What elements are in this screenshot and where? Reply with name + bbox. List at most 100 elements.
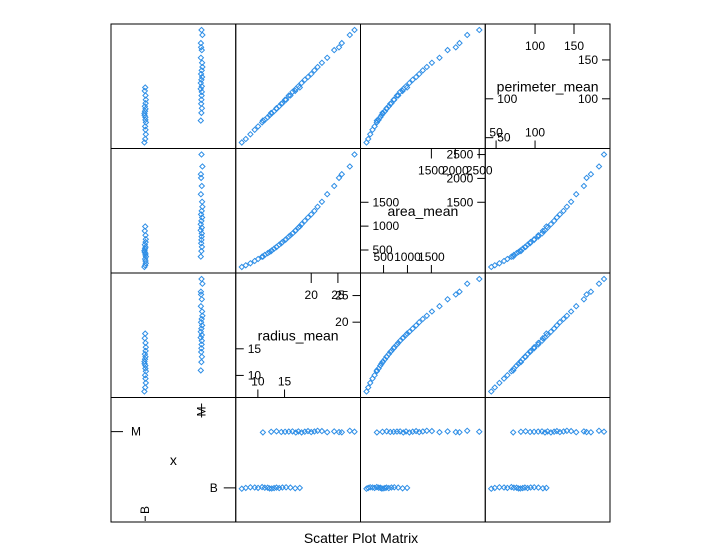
- point-radius_mean-x-24: [289, 428, 296, 435]
- point-perimeter_mean-x-15: [535, 484, 542, 491]
- point-x-area_mean-15: [142, 231, 149, 239]
- point-radius_mean-x-38: [346, 427, 354, 435]
- point-perimeter_mean-x-34: [572, 428, 580, 436]
- point-radius_mean-perimeter_mean-2: [247, 130, 254, 138]
- point-x-perimeter_mean-4: [141, 123, 149, 130]
- point-radius_mean-area_mean-18: [259, 253, 267, 260]
- point-x-perimeter_mean-15: [142, 92, 149, 99]
- point-x-radius_mean-21: [197, 348, 205, 356]
- point-area_mean-perimeter_mean-29: [412, 73, 420, 81]
- tick-area_mean-right-1500: 1500: [447, 195, 474, 209]
- tick-x-row-M: M: [131, 425, 141, 439]
- point-area_mean-perimeter_mean-6: [375, 116, 382, 124]
- point-perimeter_mean-radius_mean-39: [600, 275, 608, 283]
- point-radius_mean-perimeter_mean-28: [301, 76, 309, 84]
- point-perimeter_mean-x-33: [567, 427, 575, 435]
- point-x-area_mean-35: [198, 182, 206, 190]
- point-perimeter_mean-area_mean-22: [530, 236, 538, 244]
- point-radius_mean-area_mean-31: [311, 207, 318, 215]
- point-perimeter_mean-x-14: [530, 483, 538, 491]
- point-radius_mean-area_mean-39: [351, 151, 358, 158]
- point-area_mean-perimeter_mean-1: [364, 135, 372, 143]
- panel-area_mean-vs-perimeter_mean: [360, 23, 486, 149]
- point-radius_mean-x-12: [275, 484, 283, 492]
- point-perimeter_mean-area_mean-20: [522, 243, 529, 251]
- point-radius_mean-perimeter_mean-14: [282, 96, 290, 104]
- point-x-radius_mean-16: [141, 334, 149, 342]
- point-area_mean-perimeter_mean-28: [409, 76, 417, 84]
- point-radius_mean-x-39: [351, 428, 358, 436]
- point-x-perimeter_mean-0: [141, 139, 148, 146]
- diag-label-area_mean: area_mean: [387, 203, 458, 219]
- point-x-area_mean-18: [197, 253, 205, 260]
- point-perimeter_mean-area_mean-7: [513, 249, 520, 257]
- point-perimeter_mean-area_mean-27: [547, 220, 555, 228]
- point-radius_mean-x-7: [264, 484, 272, 492]
- point-radius_mean-perimeter_mean-18: [259, 117, 267, 124]
- point-radius_mean-perimeter_mean-24: [289, 88, 296, 96]
- point-radius_mean-x-10: [270, 484, 278, 492]
- point-perimeter_mean-radius_mean-30: [556, 318, 564, 326]
- point-x-radius_mean-1: [141, 384, 149, 391]
- point-x-perimeter_mean-33: [198, 59, 206, 67]
- tick-radius_mean-bottom-10: 10: [251, 375, 265, 389]
- point-radius_mean-perimeter_mean-19: [267, 109, 275, 117]
- point-area_mean-radius_mean-38: [463, 280, 471, 288]
- point-x-radius_mean-12: [141, 350, 149, 358]
- point-perimeter_mean-area_mean-6: [510, 251, 518, 259]
- point-radius_mean-x-2: [247, 483, 254, 491]
- tick-radius_mean-left-15: 15: [248, 342, 262, 356]
- point-area_mean-radius_mean-2: [366, 379, 374, 387]
- point-radius_mean-area_mean-26: [295, 224, 302, 231]
- point-x-area_mean-16: [141, 227, 149, 235]
- point-radius_mean-perimeter_mean-31: [311, 67, 318, 74]
- point-perimeter_mean-x-32: [563, 427, 571, 435]
- point-x-radius_mean-38: [199, 280, 206, 288]
- point-radius_mean-area_mean-8: [266, 248, 273, 256]
- point-area_mean-x-17: [403, 484, 411, 492]
- point-x-area_mean-36: [197, 174, 205, 182]
- point-radius_mean-area_mean-38: [346, 163, 354, 170]
- point-perimeter_mean-x-0: [487, 485, 495, 493]
- point-perimeter_mean-radius_mean-22: [530, 344, 538, 352]
- point-perimeter_mean-radius_mean-18: [509, 367, 517, 374]
- point-radius_mean-x-37: [338, 428, 346, 436]
- point-radius_mean-area_mean-1: [242, 261, 250, 269]
- point-perimeter_mean-radius_mean-14: [530, 343, 538, 351]
- point-radius_mean-x-29: [304, 427, 312, 435]
- point-perimeter_mean-area_mean-8: [515, 248, 522, 256]
- point-perimeter_mean-area_mean-30: [556, 211, 564, 218]
- point-x-perimeter_mean-14: [142, 96, 150, 104]
- point-radius_mean-area_mean-33: [318, 198, 326, 206]
- tick-perimeter_mean-right-100: 100: [578, 92, 598, 106]
- tick-area_mean-top-2000: 2000: [442, 164, 469, 178]
- point-area_mean-perimeter_mean-7: [376, 113, 384, 121]
- point-perimeter_mean-area_mean-28: [550, 217, 558, 225]
- point-radius_mean-area_mean-36: [335, 174, 343, 182]
- point-x-radius_mean-23: [198, 341, 205, 348]
- point-radius_mean-area_mean-35: [330, 182, 338, 190]
- point-radius_mean-x-28: [301, 428, 309, 436]
- point-perimeter_mean-area_mean-21: [526, 239, 534, 247]
- tick-perimeter_mean-top-150: 150: [564, 39, 584, 53]
- point-perimeter_mean-x-19: [517, 428, 525, 436]
- point-area_mean-x-27: [406, 429, 413, 436]
- point-perimeter_mean-radius_mean-26: [544, 331, 551, 339]
- point-perimeter_mean-radius_mean-33: [567, 308, 575, 315]
- point-perimeter_mean-radius_mean-27: [547, 328, 555, 336]
- point-radius_mean-perimeter_mean-1: [242, 135, 250, 143]
- point-x-area_mean-19: [198, 247, 205, 255]
- point-area_mean-x-20: [383, 427, 391, 435]
- point-area_mean-radius_mean-21: [386, 348, 394, 356]
- chart-title: Scatter Plot Matrix: [304, 530, 418, 546]
- point-area_mean-radius_mean-34: [436, 302, 443, 310]
- point-area_mean-perimeter_mean-4: [371, 123, 378, 130]
- point-radius_mean-perimeter_mean-37: [338, 39, 346, 47]
- point-x-radius_mean-34: [197, 302, 205, 310]
- point-area_mean-radius_mean-32: [423, 312, 431, 320]
- point-x-perimeter_mean-27: [197, 79, 205, 87]
- point-x-perimeter_mean-30: [197, 70, 205, 78]
- point-x-radius_mean-37: [197, 288, 205, 296]
- point-x-area_mean-38: [199, 163, 206, 170]
- point-x-perimeter_mean-31: [198, 67, 206, 74]
